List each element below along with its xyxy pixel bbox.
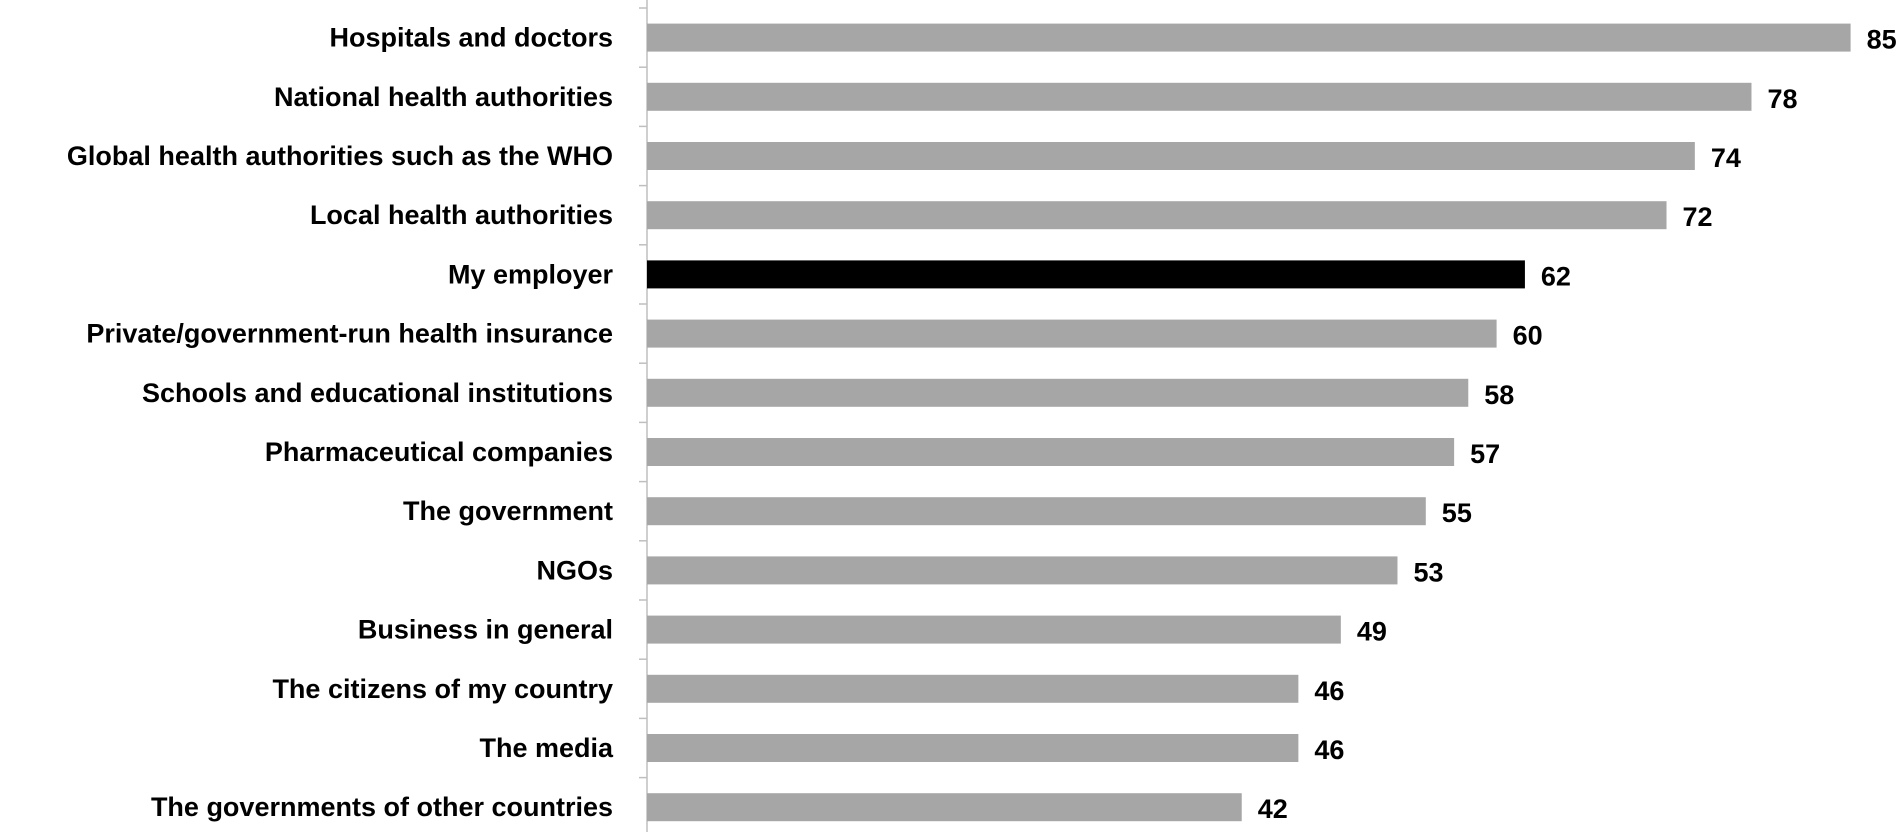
bar xyxy=(647,82,1752,111)
category-label: Local health authorities xyxy=(310,200,613,230)
category-label: NGOs xyxy=(536,555,613,585)
bar-highlight xyxy=(647,260,1525,289)
bar xyxy=(647,674,1299,703)
bar xyxy=(647,319,1497,348)
bar xyxy=(647,734,1299,762)
value-label: 46 xyxy=(1314,676,1344,706)
category-label: My employer xyxy=(448,259,614,289)
category-label: Schools and educational institutions xyxy=(142,378,613,408)
value-label: 46 xyxy=(1314,735,1344,765)
bar xyxy=(647,438,1455,466)
bar xyxy=(647,793,1242,822)
bar xyxy=(647,142,1695,170)
category-label: Global health authorities such as the WH… xyxy=(67,141,613,171)
category-label: The media xyxy=(479,733,614,763)
value-label: 57 xyxy=(1470,439,1500,469)
value-label: 72 xyxy=(1683,202,1713,232)
category-label: The governments of other countries xyxy=(151,792,613,822)
bar xyxy=(647,23,1851,52)
category-label: Hospitals and doctors xyxy=(329,23,613,53)
value-label: 58 xyxy=(1484,380,1514,410)
value-label: 62 xyxy=(1541,261,1571,291)
value-label: 53 xyxy=(1413,557,1443,587)
bar xyxy=(647,615,1341,644)
category-label: The citizens of my country xyxy=(272,674,613,704)
bar xyxy=(647,497,1426,526)
category-label: National health authorities xyxy=(274,82,613,112)
category-label: Business in general xyxy=(358,615,613,645)
bar xyxy=(647,378,1469,407)
value-label: 78 xyxy=(1767,84,1797,114)
value-label: 74 xyxy=(1711,143,1741,173)
category-label: Pharmaceutical companies xyxy=(265,437,613,467)
bar xyxy=(647,556,1398,585)
value-label: 49 xyxy=(1357,617,1387,647)
value-label: 55 xyxy=(1442,498,1472,528)
value-label: 42 xyxy=(1258,794,1288,824)
category-label: The government xyxy=(403,496,613,526)
category-label: Private/government-run health insurance xyxy=(86,319,613,349)
value-label: 60 xyxy=(1513,321,1543,351)
value-label: 85 xyxy=(1867,25,1897,55)
bar xyxy=(647,201,1667,230)
